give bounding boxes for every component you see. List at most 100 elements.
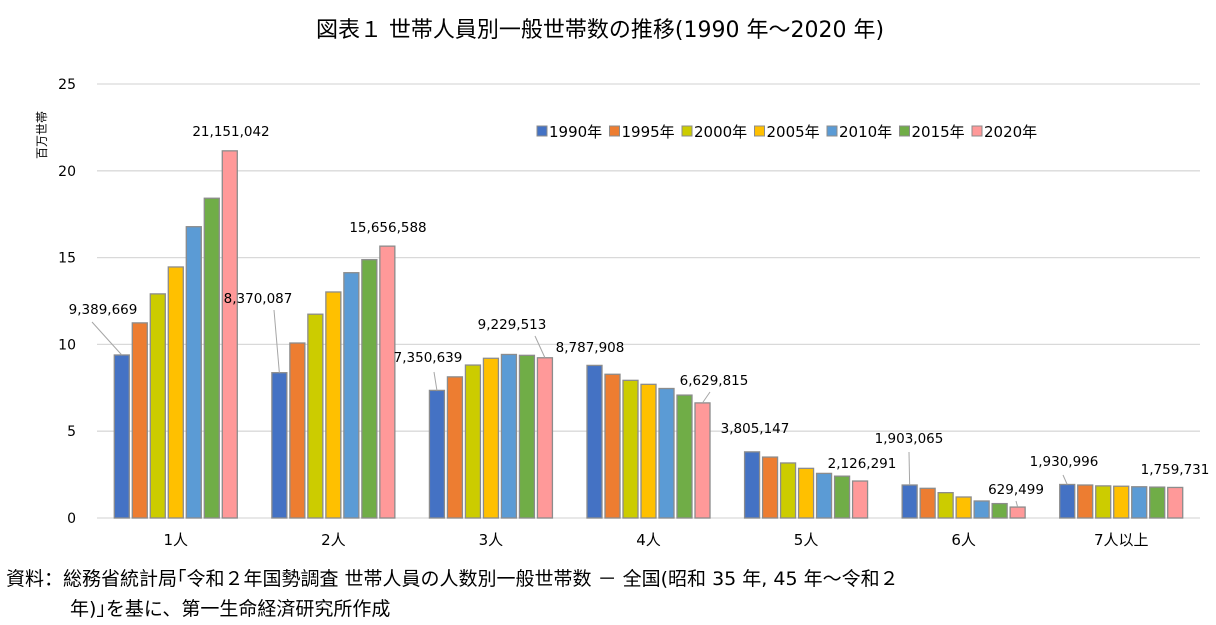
bar	[694, 402, 711, 519]
data-label: 9,389,669	[69, 302, 138, 318]
bar	[604, 373, 621, 519]
data-label-leader-line	[534, 335, 546, 358]
bar	[500, 353, 518, 519]
legend-label: 2015年	[912, 123, 965, 141]
bar	[221, 150, 238, 519]
legend-label: 2010年	[839, 123, 892, 141]
bar	[622, 379, 639, 519]
bar	[761, 456, 779, 519]
bar	[1077, 484, 1094, 519]
bars	[113, 150, 1184, 519]
data-label: 15,656,588	[349, 220, 426, 236]
y-tick-label: 15	[58, 251, 76, 267]
bar	[797, 467, 815, 519]
bar	[1113, 485, 1130, 519]
bar	[1131, 486, 1148, 519]
legend-swatch	[609, 125, 620, 137]
bar	[955, 496, 972, 519]
bar	[536, 357, 554, 519]
data-label: 629,499	[988, 482, 1044, 498]
bar	[446, 376, 464, 519]
bar	[1167, 486, 1184, 519]
legend-label: 1990年	[549, 123, 602, 141]
bar	[919, 487, 936, 519]
bar	[343, 272, 360, 519]
legend: 1990年 1995年 2000年 2005年 2010年 2015年 2020年	[536, 123, 1037, 141]
chart-title: 図表１ 世帯人員別一般世帯数の推移(1990 年～2020 年)	[316, 18, 884, 43]
bar	[833, 475, 851, 519]
bar	[149, 293, 166, 519]
bar	[325, 291, 342, 519]
data-label: 2,126,291	[828, 456, 897, 472]
bar	[658, 387, 675, 519]
data-label-leader-line	[1015, 500, 1019, 508]
bar	[131, 322, 148, 519]
bar	[289, 342, 306, 519]
bar	[1149, 486, 1166, 519]
bar	[428, 389, 446, 519]
bar	[167, 266, 184, 519]
y-tick-label: 20	[58, 164, 76, 180]
data-label-leader-line	[273, 309, 280, 373]
data-label: 3,805,147	[721, 421, 790, 437]
data-label-leader-line	[908, 451, 911, 486]
data-label: 6,629,815	[680, 373, 749, 389]
data-label: 21,151,042	[192, 124, 269, 140]
bar	[1059, 483, 1076, 519]
data-label: 9,229,513	[478, 317, 547, 333]
data-label-leader-line	[702, 391, 711, 404]
bar	[185, 226, 202, 519]
bar	[851, 480, 869, 519]
data-label: 8,370,087	[224, 291, 293, 307]
y-axis-label: 百万世帯	[35, 111, 49, 159]
legend-label: 1995年	[622, 123, 675, 141]
bar	[518, 354, 536, 519]
bar	[1095, 485, 1112, 519]
x-axis-categories: 1人 2人 3人 4人 5人 6人 7人以上	[164, 531, 1149, 549]
legend-swatch	[681, 125, 693, 137]
category-label: 7人以上	[1094, 531, 1149, 549]
category-label: 5人	[794, 531, 819, 549]
y-tick-label: 5	[67, 424, 76, 440]
footnote-line-1: 資料：総務省統計局｢令和２年国勢調査 世帯人員の人数別一般世帯数 － 全国(昭和…	[6, 568, 899, 590]
data-label-leader-line	[433, 371, 438, 391]
legend-swatch	[826, 125, 838, 137]
bar	[113, 354, 130, 519]
legend-swatch	[971, 125, 983, 137]
footnote-line-2: 年)｣を基に、第一生命経済研究所作成	[70, 598, 391, 620]
bar	[1009, 506, 1026, 519]
data-labels: 9,389,669 21,151,042 8,370,087 15,656,588 7,…	[69, 124, 1210, 508]
bar	[640, 383, 657, 519]
bar	[676, 394, 693, 519]
bar	[815, 472, 833, 519]
legend-label: 2020年	[984, 123, 1037, 141]
bar	[464, 364, 482, 519]
bar	[379, 245, 396, 519]
y-tick-label: 25	[58, 77, 76, 93]
legend-label: 2005年	[767, 123, 820, 141]
category-label: 2人	[321, 531, 346, 549]
data-label-leader-line	[91, 321, 123, 356]
bar	[361, 259, 378, 519]
data-label: 8,787,908	[556, 340, 625, 356]
category-label: 4人	[636, 531, 661, 549]
data-label: 1,903,065	[875, 431, 944, 447]
y-tick-label: 10	[58, 337, 76, 353]
data-label: 1,930,996	[1030, 454, 1099, 470]
bar	[203, 197, 220, 519]
bar	[743, 451, 761, 519]
data-label: 7,350,639	[394, 350, 463, 366]
bar	[937, 492, 954, 519]
legend-swatch	[536, 125, 548, 137]
bar	[901, 484, 918, 519]
legend-swatch	[899, 125, 910, 137]
bar	[482, 357, 500, 519]
data-label: 1,759,731	[1141, 462, 1210, 478]
category-label: 6人	[951, 531, 976, 549]
y-axis-ticks: 0 5 10 15 20 25	[58, 77, 76, 527]
y-tick-label: 0	[67, 511, 76, 527]
category-label: 1人	[164, 531, 189, 549]
legend-label: 2000年	[694, 123, 747, 141]
bar	[271, 372, 288, 519]
bar-chart: 図表１ 世帯人員別一般世帯数の推移(1990 年～2020 年) 百万世帯 0 5…	[35, 18, 1210, 549]
